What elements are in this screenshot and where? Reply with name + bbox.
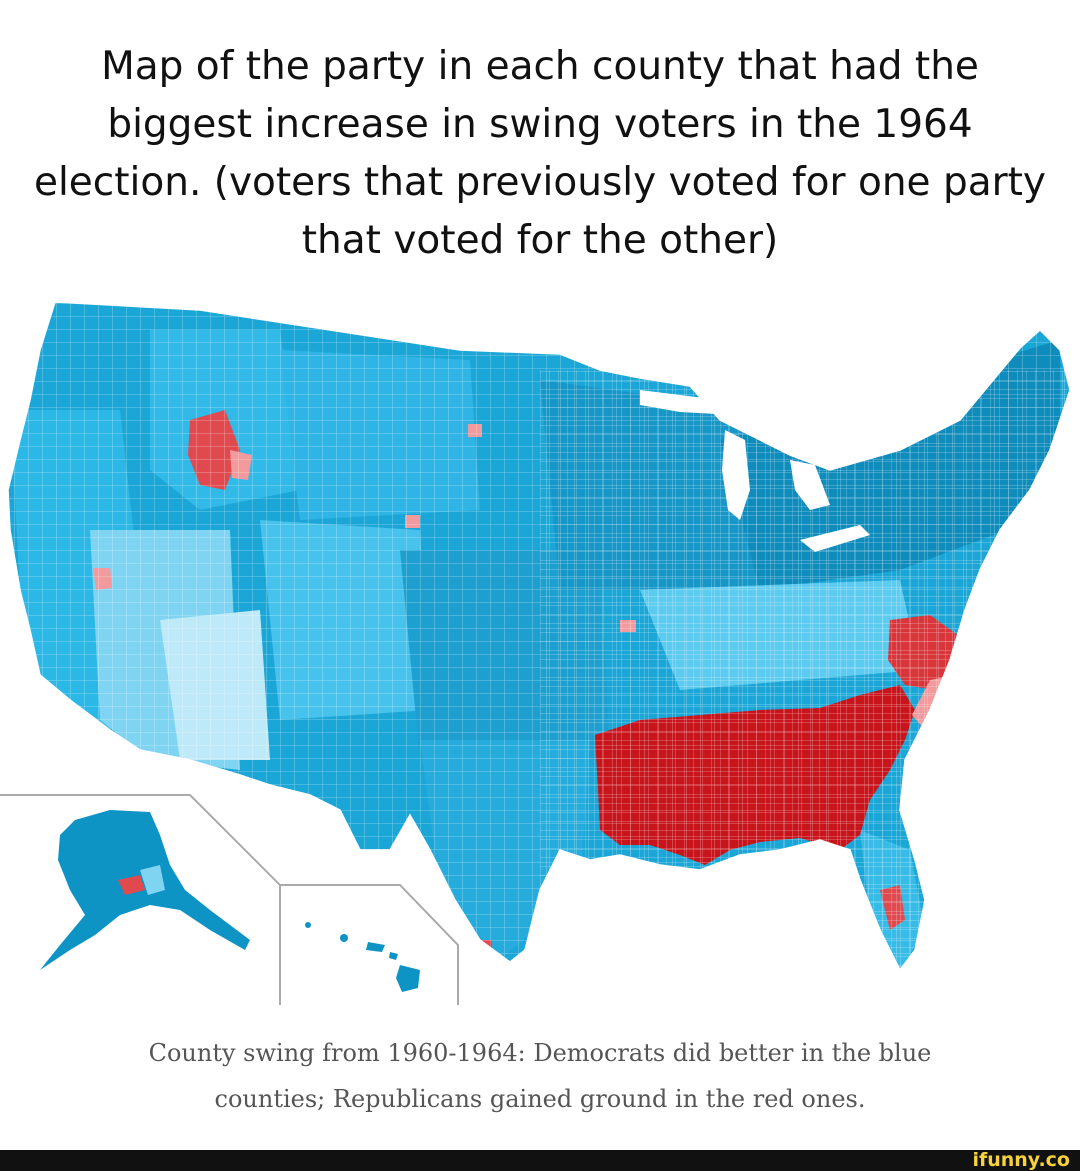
map-caption: County swing from 1960-1964: Democrats d… — [148, 1039, 932, 1113]
lake-superior — [640, 390, 735, 415]
footer-bar: ifunny.co — [0, 1150, 1080, 1171]
hawaii-inset-line — [280, 884, 459, 1005]
map-title: Map of the party in each county that had… — [33, 44, 1047, 263]
alaska — [40, 810, 250, 970]
hawaii — [305, 922, 420, 992]
lake-huron — [790, 460, 830, 510]
alaska-red-area — [118, 875, 145, 895]
map-svg — [0, 301, 1071, 1005]
ifunny-watermark[interactable]: ifunny.co — [972, 1149, 1070, 1171]
county-swing-map — [0, 290, 1080, 1010]
lake-michigan — [722, 430, 750, 520]
alaska-inset-line — [0, 794, 281, 1005]
lake-erie — [800, 525, 870, 552]
